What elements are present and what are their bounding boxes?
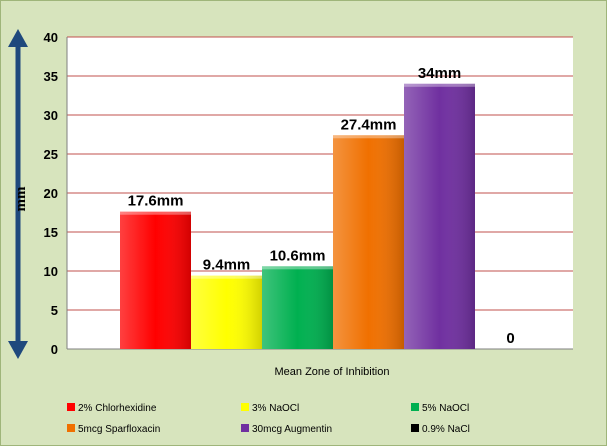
y-tick-label: 10 — [44, 264, 58, 279]
legend-swatch — [411, 403, 419, 411]
legend-swatch — [411, 424, 419, 432]
data-labels: 17.6mm 9.4mm 10.6mm 27.4mm 34mm 0 — [128, 65, 515, 347]
legend-label: 2% Chlorhexidine — [78, 403, 157, 414]
legend-label: 3% NaOCl — [252, 403, 299, 414]
data-label: 9.4mm — [203, 257, 251, 274]
bar-highlight — [262, 266, 333, 270]
legend-label: 5% NaOCl — [422, 403, 469, 414]
arrow-up-head — [8, 29, 28, 47]
legend-label: 30mcg Augmentin — [252, 424, 332, 435]
legend: 2% Chlorhexidine 3% NaOCl 5% NaOCl 5mcg Spa… — [67, 403, 470, 435]
bar-shading — [333, 135, 404, 349]
data-label: 27.4mm — [341, 116, 397, 133]
y-tick-label: 30 — [44, 108, 58, 123]
bar-highlight — [191, 275, 262, 279]
y-axis-arrow-icon — [8, 29, 28, 359]
y-tick-labels: 0 5 10 15 20 25 30 35 40 — [44, 30, 58, 357]
legend-label: 5mcg Sparfloxacin — [78, 424, 160, 435]
x-axis-title: Mean Zone of Inhibition — [275, 366, 390, 378]
bar-shading — [262, 266, 333, 349]
bar-shading — [404, 83, 475, 350]
y-tick-label: 0 — [51, 342, 58, 357]
bar-highlight — [404, 83, 475, 87]
bars — [120, 83, 475, 350]
data-label: 17.6mm — [128, 193, 184, 210]
legend-swatch — [67, 403, 75, 411]
bar-highlight — [120, 211, 191, 215]
data-label: 34mm — [418, 65, 461, 82]
bar-highlight — [333, 135, 404, 139]
y-tick-label: 5 — [51, 303, 58, 318]
legend-swatch — [241, 403, 249, 411]
legend-swatch — [241, 424, 249, 432]
legend-label: 0.9% NaCl — [422, 424, 470, 435]
y-tick-label: 35 — [44, 69, 58, 84]
bar-shading — [191, 275, 262, 349]
y-tick-label: 20 — [44, 186, 58, 201]
data-label: 0 — [506, 330, 514, 347]
arrow-down-head — [8, 341, 28, 359]
data-label: 10.6mm — [270, 247, 326, 264]
y-axis-title: mm — [13, 186, 29, 211]
y-tick-label: 40 — [44, 30, 58, 45]
y-tick-label: 25 — [44, 147, 58, 162]
legend-swatch — [67, 424, 75, 432]
bar-shading — [120, 211, 191, 349]
y-tick-label: 15 — [44, 225, 58, 240]
